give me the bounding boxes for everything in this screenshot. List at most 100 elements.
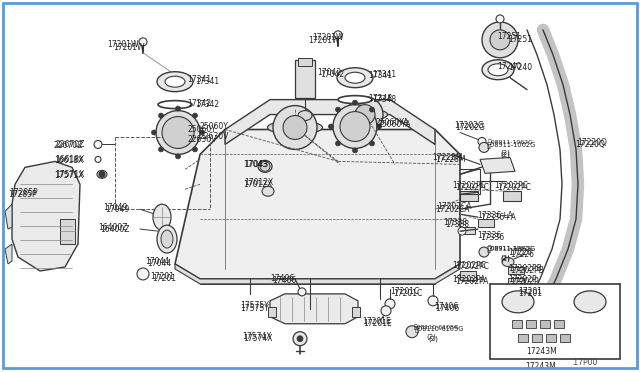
Circle shape <box>369 107 374 112</box>
Text: 17342: 17342 <box>195 100 219 109</box>
Circle shape <box>376 124 381 129</box>
Polygon shape <box>175 264 460 284</box>
Polygon shape <box>5 204 12 229</box>
Text: 22630V: 22630V <box>200 132 229 141</box>
Text: 17341: 17341 <box>195 77 219 86</box>
Text: 17336+A: 17336+A <box>480 213 516 222</box>
Text: .17P00: .17P00 <box>572 358 598 367</box>
Ellipse shape <box>258 160 272 172</box>
Ellipse shape <box>165 76 185 87</box>
Text: 17226: 17226 <box>510 250 534 259</box>
Text: 16618X: 16618X <box>54 156 83 165</box>
Circle shape <box>385 299 395 309</box>
Ellipse shape <box>268 121 323 135</box>
Circle shape <box>159 113 164 118</box>
Text: 17049: 17049 <box>103 203 127 212</box>
Text: 16618X: 16618X <box>55 155 84 164</box>
Text: 17571X: 17571X <box>54 171 83 180</box>
Text: 17243M: 17243M <box>526 347 557 356</box>
Circle shape <box>381 306 391 316</box>
Text: 17202PC: 17202PC <box>452 262 486 270</box>
Text: 17226: 17226 <box>508 247 532 257</box>
Text: 17201W: 17201W <box>308 36 339 45</box>
Text: 17336: 17336 <box>480 232 504 241</box>
Text: 17049: 17049 <box>105 205 129 214</box>
Polygon shape <box>12 161 80 271</box>
Text: ⓝ08911-1062G: ⓝ08911-1062G <box>488 140 534 145</box>
Text: (2): (2) <box>500 149 510 155</box>
Text: 17228M: 17228M <box>432 153 463 162</box>
Text: 17202PB: 17202PB <box>510 266 544 275</box>
Ellipse shape <box>482 60 514 80</box>
Circle shape <box>406 326 418 338</box>
Circle shape <box>353 100 358 105</box>
Text: (2): (2) <box>500 256 510 262</box>
Circle shape <box>193 147 198 152</box>
Text: 17202P: 17202P <box>510 278 539 286</box>
Text: 17220Q: 17220Q <box>575 140 605 149</box>
Ellipse shape <box>157 72 193 92</box>
Circle shape <box>496 15 504 23</box>
Ellipse shape <box>97 170 107 178</box>
Text: 17202G: 17202G <box>455 123 485 132</box>
Text: 16400Z: 16400Z <box>98 222 127 232</box>
Circle shape <box>479 247 489 257</box>
Circle shape <box>152 130 157 135</box>
Text: 17202PC: 17202PC <box>455 263 489 272</box>
Circle shape <box>137 268 149 280</box>
Text: 17240: 17240 <box>497 62 521 71</box>
Text: 17571X: 17571X <box>55 170 84 179</box>
Text: 17044: 17044 <box>147 260 172 269</box>
Text: 17201: 17201 <box>518 289 542 298</box>
Polygon shape <box>480 157 515 173</box>
Circle shape <box>334 31 342 39</box>
Circle shape <box>95 156 101 162</box>
Circle shape <box>353 148 358 153</box>
Circle shape <box>298 288 306 296</box>
Text: 22670Z: 22670Z <box>55 140 84 149</box>
Text: 17220Q: 17220Q <box>577 138 607 147</box>
Text: 17012X: 17012X <box>243 180 272 189</box>
Text: (2): (2) <box>426 333 436 340</box>
Text: 17406: 17406 <box>272 276 296 285</box>
Circle shape <box>347 97 383 132</box>
Circle shape <box>428 296 438 306</box>
Text: 17201E: 17201E <box>363 319 392 328</box>
Bar <box>268 307 276 317</box>
Circle shape <box>293 332 307 346</box>
Bar <box>512 320 522 328</box>
Bar <box>295 60 315 97</box>
Ellipse shape <box>298 110 312 121</box>
Text: 17342: 17342 <box>187 99 211 108</box>
Text: 17406: 17406 <box>434 302 458 311</box>
Bar <box>352 307 360 317</box>
Bar <box>478 219 494 227</box>
Bar <box>518 334 528 342</box>
Text: 17341: 17341 <box>372 70 396 79</box>
Circle shape <box>156 110 200 154</box>
Text: 17202CA: 17202CA <box>435 205 470 214</box>
Text: 17043: 17043 <box>243 160 268 169</box>
Circle shape <box>175 106 180 111</box>
Text: 17201E: 17201E <box>362 317 391 326</box>
Text: ⓝ08911-1062G: ⓝ08911-1062G <box>488 245 534 251</box>
Circle shape <box>193 113 198 118</box>
Text: 17012X: 17012X <box>244 178 273 187</box>
Circle shape <box>369 141 374 146</box>
Text: 17348: 17348 <box>372 95 396 104</box>
Text: 17201W: 17201W <box>113 43 145 52</box>
Text: 17202PC: 17202PC <box>452 181 486 190</box>
Circle shape <box>479 142 489 153</box>
Text: 22670Z: 22670Z <box>54 141 83 150</box>
Text: 17042: 17042 <box>317 68 341 77</box>
Text: 17201C: 17201C <box>390 288 419 296</box>
Circle shape <box>283 116 307 140</box>
Text: 17575Y: 17575Y <box>240 304 269 313</box>
Text: 17202PC: 17202PC <box>497 183 531 192</box>
Text: Ⓒ08110-6105G: Ⓒ08110-6105G <box>415 326 465 332</box>
Bar <box>298 58 312 66</box>
Circle shape <box>200 130 205 135</box>
Text: ⓝ08911-1062G: ⓝ08911-1062G <box>487 141 536 148</box>
Text: 17202PA: 17202PA <box>452 275 485 285</box>
Circle shape <box>355 105 375 125</box>
